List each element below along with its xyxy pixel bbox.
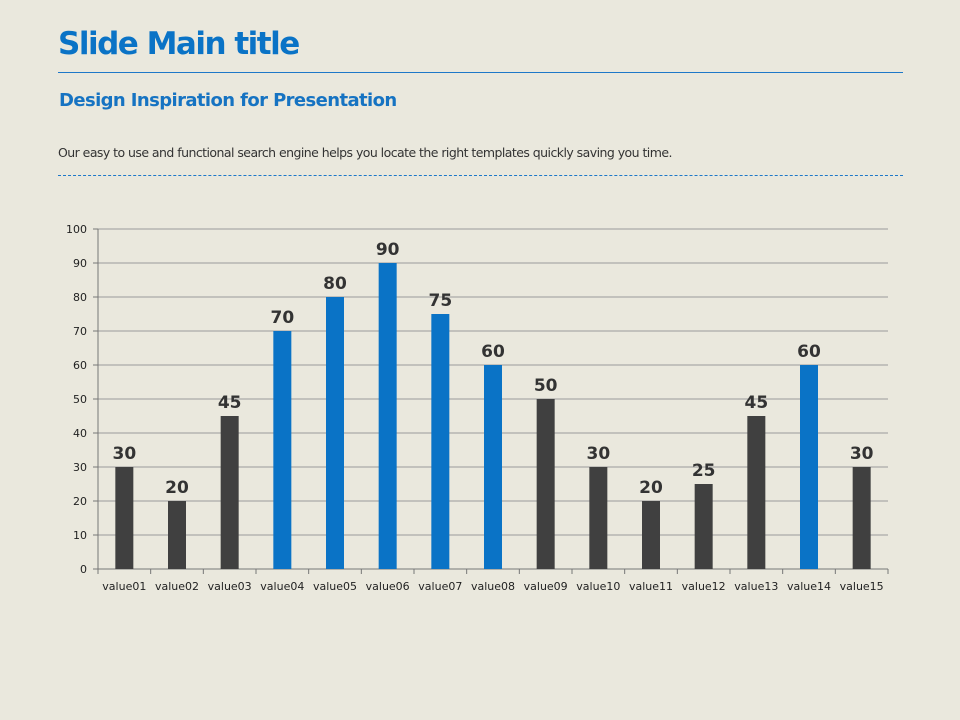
x-tick-label: value13 [734, 580, 778, 593]
y-tick-label: 40 [73, 427, 87, 440]
bar-value03 [220, 416, 239, 569]
data-label: 60 [481, 342, 505, 362]
y-tick-label: 80 [73, 291, 87, 304]
bar-value04 [273, 331, 292, 569]
x-tick-label: value14 [787, 580, 831, 593]
y-tick-label: 90 [73, 257, 87, 270]
x-tick-label: value09 [524, 580, 568, 593]
bar-value09 [536, 399, 555, 569]
data-label: 45 [218, 393, 242, 413]
x-tick-label: value12 [682, 580, 726, 593]
bar-value06 [378, 263, 397, 569]
y-tick-label: 100 [66, 223, 87, 236]
x-tick-label: value01 [102, 580, 146, 593]
bar-value14 [800, 365, 818, 569]
data-label: 70 [270, 308, 294, 328]
y-tick-label: 20 [73, 495, 87, 508]
bar-value10 [589, 467, 608, 569]
x-tick-label: value08 [471, 580, 515, 593]
x-tick-label: value05 [313, 580, 357, 593]
y-tick-label: 10 [73, 529, 87, 542]
data-label: 30 [850, 444, 874, 464]
y-tick-label: 60 [73, 359, 87, 372]
y-tick-label: 0 [80, 563, 87, 576]
y-tick-label: 50 [73, 393, 87, 406]
slide-title: Slide Main title [58, 26, 300, 62]
bar-value13 [747, 416, 766, 569]
bar-value12 [694, 484, 713, 569]
x-tick-label: value03 [208, 580, 252, 593]
x-tick-label: value06 [366, 580, 410, 593]
data-label: 90 [376, 240, 400, 260]
bar-value11 [642, 501, 660, 569]
x-tick-label: value10 [576, 580, 620, 593]
y-tick-label: 70 [73, 325, 87, 338]
data-label: 20 [165, 478, 189, 498]
bar-value15 [852, 467, 871, 569]
x-tick-label: value02 [155, 580, 199, 593]
x-tick-label: value07 [418, 580, 462, 593]
slide-description: Our easy to use and functional search en… [58, 145, 672, 160]
data-label: 75 [428, 291, 452, 311]
slide-subtitle: Design Inspiration for Presentation [59, 90, 397, 111]
data-label: 25 [692, 461, 716, 481]
title-divider [58, 72, 903, 73]
bar-value08 [484, 365, 502, 569]
data-label: 50 [534, 376, 558, 396]
x-tick-label: value11 [629, 580, 673, 593]
y-tick-label: 30 [73, 461, 87, 474]
data-label: 20 [639, 478, 663, 498]
bar-value01 [115, 467, 134, 569]
x-tick-label: value15 [840, 580, 884, 593]
bar-value05 [326, 297, 344, 569]
data-label: 30 [112, 444, 136, 464]
data-label: 60 [797, 342, 821, 362]
description-divider [58, 175, 903, 176]
data-label: 80 [323, 274, 347, 294]
x-tick-label: value04 [260, 580, 304, 593]
data-label: 30 [586, 444, 610, 464]
bar-value07 [431, 314, 450, 569]
data-label: 45 [744, 393, 768, 413]
bar-value02 [168, 501, 186, 569]
